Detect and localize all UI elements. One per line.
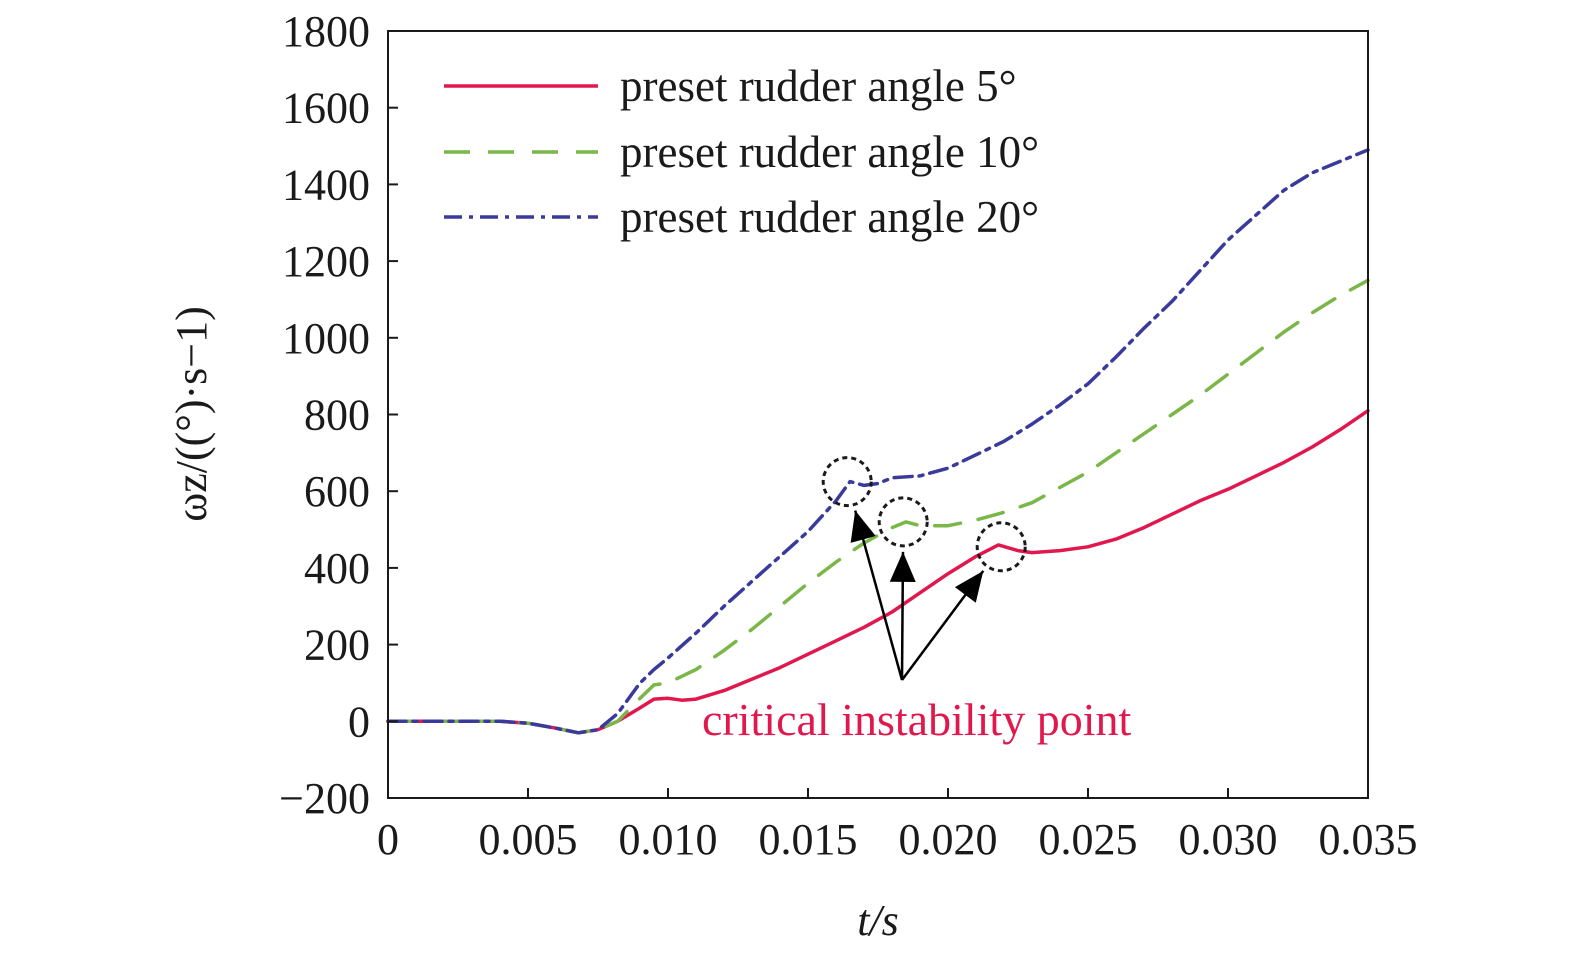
y-tick-label: 1200 [282,237,370,286]
y-tick-label: 1800 [282,7,370,56]
legend-label-2: preset rudder angle 10° [620,127,1039,177]
legend-label-3: preset rudder angle 20° [620,192,1039,242]
annotation-arrowhead [954,570,984,603]
y-tick-label: 1400 [282,160,370,209]
annotation-label: critical instability point [702,694,1131,745]
series-line-1 [386,408,1370,735]
y-tick-label: 600 [304,467,370,516]
instability-marker-circle [975,521,1027,573]
instability-marker-circle [821,456,873,508]
series-line-3 [386,148,1370,735]
x-tick-label: 0.020 [899,815,998,864]
x-tick-label: 0.025 [1039,815,1138,864]
legend: preset rudder angle 5° preset rudder angl… [444,61,1039,242]
y-axis-title: ωz/((°)·s−1) [167,306,216,522]
annotation-arrowhead [850,510,876,543]
y-tick-label: 1000 [282,314,370,363]
x-tick-label: 0.005 [479,815,578,864]
legend-label-1: preset rudder angle 5° [620,61,1017,111]
annotation-arrowhead [889,551,916,582]
y-tick-label: 200 [304,621,370,670]
instability-marker-circle [877,496,929,548]
y-tick-label: 400 [304,544,370,593]
x-tick-label: 0.010 [619,815,718,864]
y-tick-label: 0 [348,697,370,746]
x-axis-title: t/s [857,896,899,945]
x-tick-label: 0.035 [1319,815,1418,864]
y-tick-label: −200 [279,774,370,823]
ticks-layer: 0 0.005 0.010 0.015 0.020 0.025 0.030 0.035 −200… [279,7,1417,864]
series-line-2 [386,278,1370,735]
x-tick-label: 0 [377,815,399,864]
y-tick-label: 800 [304,391,370,440]
x-tick-label: 0.030 [1179,815,1278,864]
series-layer [386,148,1370,735]
y-tick-label: 1600 [282,84,370,133]
x-tick-label: 0.015 [759,815,858,864]
annotation-layer [821,456,1027,681]
